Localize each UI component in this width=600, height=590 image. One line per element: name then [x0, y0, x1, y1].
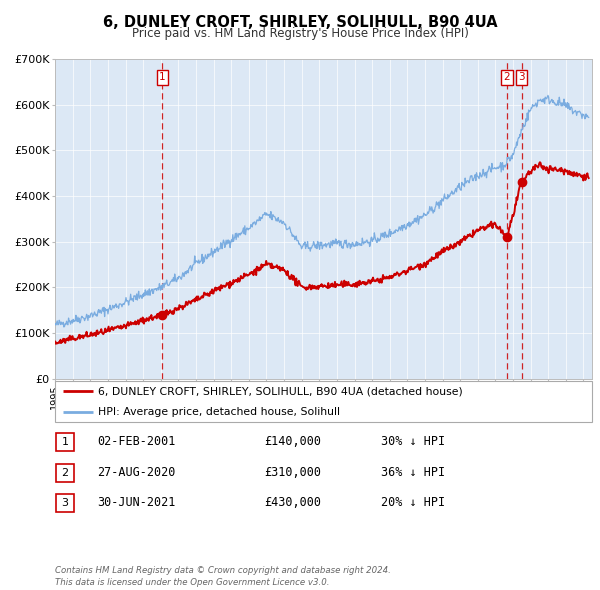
Text: £310,000: £310,000	[264, 466, 321, 478]
Text: 1: 1	[62, 437, 68, 447]
Text: 2: 2	[62, 468, 68, 477]
Text: HPI: Average price, detached house, Solihull: HPI: Average price, detached house, Soli…	[98, 407, 340, 417]
Text: 02-FEB-2001: 02-FEB-2001	[97, 435, 176, 448]
FancyBboxPatch shape	[56, 464, 74, 481]
Text: 1: 1	[159, 72, 166, 82]
FancyBboxPatch shape	[55, 381, 592, 422]
Text: 27-AUG-2020: 27-AUG-2020	[97, 466, 176, 478]
Text: £140,000: £140,000	[264, 435, 321, 448]
Text: 20% ↓ HPI: 20% ↓ HPI	[381, 496, 445, 509]
Text: Price paid vs. HM Land Registry's House Price Index (HPI): Price paid vs. HM Land Registry's House …	[131, 27, 469, 40]
Text: 30% ↓ HPI: 30% ↓ HPI	[381, 435, 445, 448]
FancyBboxPatch shape	[56, 494, 74, 512]
Text: 6, DUNLEY CROFT, SHIRLEY, SOLIHULL, B90 4UA (detached house): 6, DUNLEY CROFT, SHIRLEY, SOLIHULL, B90 …	[98, 386, 463, 396]
Text: 3: 3	[518, 72, 525, 82]
Text: 2: 2	[503, 72, 510, 82]
Text: 30-JUN-2021: 30-JUN-2021	[97, 496, 176, 509]
FancyBboxPatch shape	[56, 433, 74, 451]
Text: 3: 3	[62, 499, 68, 508]
Text: Contains HM Land Registry data © Crown copyright and database right 2024.
This d: Contains HM Land Registry data © Crown c…	[55, 566, 391, 587]
Text: £430,000: £430,000	[264, 496, 321, 509]
Text: 6, DUNLEY CROFT, SHIRLEY, SOLIHULL, B90 4UA: 6, DUNLEY CROFT, SHIRLEY, SOLIHULL, B90 …	[103, 15, 497, 30]
Text: 36% ↓ HPI: 36% ↓ HPI	[381, 466, 445, 478]
